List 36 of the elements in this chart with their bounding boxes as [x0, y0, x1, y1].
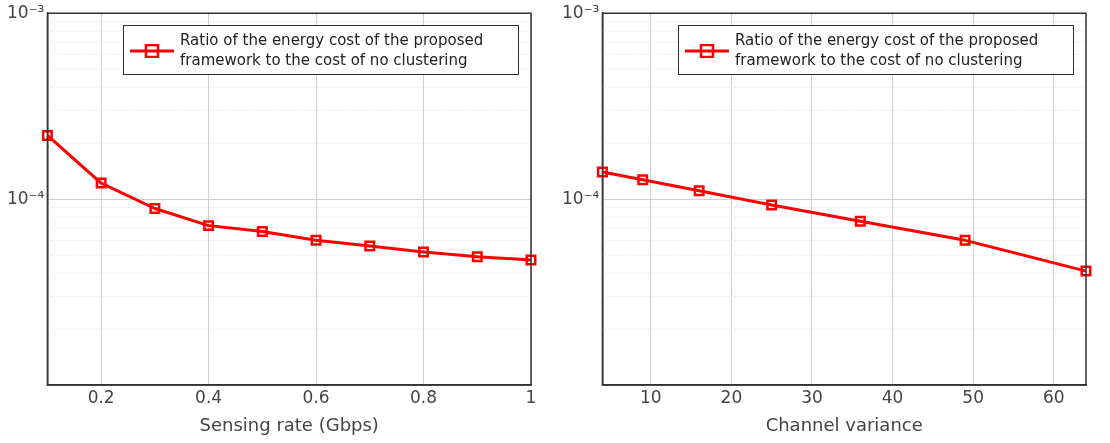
point: [203, 220, 215, 232]
legend-label: Ratio of the energy cost of the proposed framework to the cost of no clustering: [735, 30, 1040, 71]
x-axis-title: Channel variance: [765, 413, 923, 435]
x-tick-label: 0.4: [195, 386, 223, 407]
x-tick-label: 40: [881, 386, 904, 407]
point: [95, 177, 107, 189]
x-axis-title: Sensing rate (Gbps): [199, 413, 379, 435]
y-tick-label: 10⁻³: [7, 1, 45, 22]
point: [637, 174, 649, 186]
x-tick-label: 20: [720, 386, 743, 407]
point: [256, 225, 268, 237]
point: [854, 215, 866, 227]
point: [471, 251, 483, 263]
legend-label: Ratio of the energy cost of the proposed framework to the cost of no clustering: [180, 30, 485, 71]
point: [310, 234, 322, 246]
point: [525, 254, 537, 266]
x-tick-label: 0.6: [302, 386, 330, 407]
x-tick-label: 60: [1042, 386, 1065, 407]
point: [596, 166, 608, 178]
point: [766, 199, 778, 211]
point: [1080, 265, 1092, 277]
y-tick-label: 10⁻⁴: [7, 187, 45, 208]
x-tick-label: 30: [801, 386, 823, 407]
point: [364, 240, 376, 252]
point: [149, 203, 161, 214]
x-tick-label: 0.8: [410, 386, 438, 407]
x-tick-label: 50: [962, 386, 984, 407]
x-tick-label: 0.2: [87, 386, 115, 407]
point: [41, 129, 53, 141]
point: [693, 185, 705, 197]
point: [959, 234, 971, 246]
y-tick-label: 10⁻⁴: [562, 187, 600, 208]
y-tick-label: 10⁻³: [562, 1, 600, 22]
x-tick-label: 10: [639, 386, 662, 407]
x-tick-label: 1: [525, 386, 537, 407]
point: [418, 246, 430, 258]
